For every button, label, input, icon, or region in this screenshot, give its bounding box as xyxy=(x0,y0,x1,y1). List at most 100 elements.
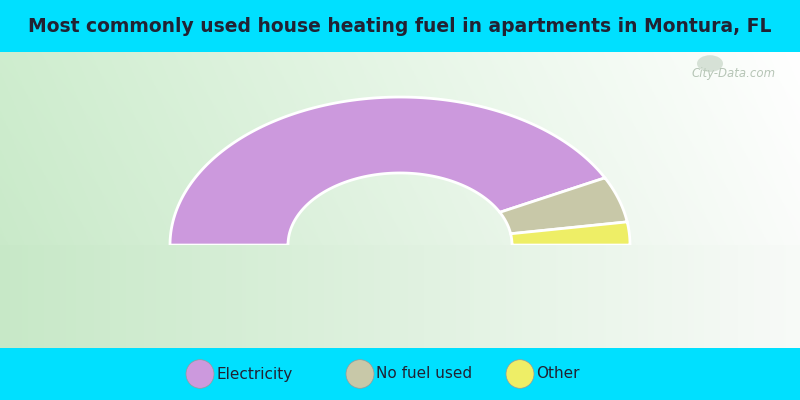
Polygon shape xyxy=(596,245,598,348)
Polygon shape xyxy=(34,245,36,348)
Polygon shape xyxy=(728,245,730,348)
Polygon shape xyxy=(146,245,148,348)
Polygon shape xyxy=(654,245,656,348)
Polygon shape xyxy=(376,245,378,348)
Polygon shape xyxy=(518,245,520,348)
Polygon shape xyxy=(424,245,426,348)
Polygon shape xyxy=(70,245,72,348)
Polygon shape xyxy=(582,245,584,348)
Polygon shape xyxy=(580,245,582,348)
Polygon shape xyxy=(158,245,160,348)
Polygon shape xyxy=(432,245,434,348)
Polygon shape xyxy=(118,245,120,348)
Polygon shape xyxy=(630,245,632,348)
Polygon shape xyxy=(648,245,650,348)
Polygon shape xyxy=(782,245,784,348)
Polygon shape xyxy=(778,245,780,348)
Ellipse shape xyxy=(346,360,374,388)
Polygon shape xyxy=(216,245,218,348)
Polygon shape xyxy=(374,245,376,348)
Polygon shape xyxy=(386,245,388,348)
Polygon shape xyxy=(664,245,666,348)
Polygon shape xyxy=(686,245,688,348)
Polygon shape xyxy=(166,245,168,348)
Polygon shape xyxy=(510,245,512,348)
Polygon shape xyxy=(100,245,102,348)
Polygon shape xyxy=(168,245,170,348)
Polygon shape xyxy=(278,245,280,348)
Polygon shape xyxy=(194,245,196,348)
Polygon shape xyxy=(628,245,630,348)
Polygon shape xyxy=(48,245,50,348)
Polygon shape xyxy=(712,245,714,348)
Polygon shape xyxy=(156,245,158,348)
Polygon shape xyxy=(372,245,374,348)
Polygon shape xyxy=(108,245,110,348)
Polygon shape xyxy=(480,245,482,348)
Polygon shape xyxy=(618,245,620,348)
Polygon shape xyxy=(170,97,605,245)
Polygon shape xyxy=(466,245,468,348)
Polygon shape xyxy=(350,245,352,348)
Polygon shape xyxy=(274,245,276,348)
Polygon shape xyxy=(262,245,264,348)
Polygon shape xyxy=(656,245,658,348)
Polygon shape xyxy=(772,245,774,348)
Polygon shape xyxy=(214,245,216,348)
Polygon shape xyxy=(788,245,790,348)
Polygon shape xyxy=(666,245,668,348)
Polygon shape xyxy=(66,245,68,348)
Polygon shape xyxy=(60,245,62,348)
Polygon shape xyxy=(226,245,228,348)
Polygon shape xyxy=(128,245,130,348)
Polygon shape xyxy=(530,245,532,348)
Polygon shape xyxy=(132,245,134,348)
Polygon shape xyxy=(696,245,698,348)
Polygon shape xyxy=(308,245,310,348)
Polygon shape xyxy=(542,245,544,348)
Polygon shape xyxy=(584,245,586,348)
Polygon shape xyxy=(410,245,412,348)
Polygon shape xyxy=(80,245,82,348)
Polygon shape xyxy=(660,245,662,348)
Polygon shape xyxy=(32,245,34,348)
Text: Other: Other xyxy=(536,366,579,382)
Polygon shape xyxy=(770,245,772,348)
Polygon shape xyxy=(292,245,294,348)
Polygon shape xyxy=(746,245,748,348)
Polygon shape xyxy=(744,245,746,348)
Polygon shape xyxy=(538,245,540,348)
Polygon shape xyxy=(98,245,100,348)
Polygon shape xyxy=(680,245,682,348)
Polygon shape xyxy=(512,245,514,348)
Polygon shape xyxy=(336,245,338,348)
Polygon shape xyxy=(352,245,354,348)
Polygon shape xyxy=(198,245,200,348)
Polygon shape xyxy=(26,245,28,348)
Polygon shape xyxy=(180,245,182,348)
Polygon shape xyxy=(382,245,384,348)
Polygon shape xyxy=(238,245,240,348)
Polygon shape xyxy=(62,245,64,348)
Polygon shape xyxy=(448,245,450,348)
Polygon shape xyxy=(94,245,96,348)
Polygon shape xyxy=(658,245,660,348)
Polygon shape xyxy=(384,245,386,348)
Polygon shape xyxy=(710,245,712,348)
Polygon shape xyxy=(388,245,390,348)
Polygon shape xyxy=(792,245,794,348)
Polygon shape xyxy=(706,245,708,348)
Polygon shape xyxy=(468,245,470,348)
Polygon shape xyxy=(254,245,256,348)
Polygon shape xyxy=(642,245,644,348)
Polygon shape xyxy=(144,245,146,348)
Polygon shape xyxy=(366,245,368,348)
Polygon shape xyxy=(208,245,210,348)
Polygon shape xyxy=(96,245,98,348)
Polygon shape xyxy=(572,245,574,348)
Polygon shape xyxy=(780,245,782,348)
Polygon shape xyxy=(514,245,516,348)
Polygon shape xyxy=(452,245,454,348)
Polygon shape xyxy=(92,245,94,348)
Polygon shape xyxy=(694,245,696,348)
